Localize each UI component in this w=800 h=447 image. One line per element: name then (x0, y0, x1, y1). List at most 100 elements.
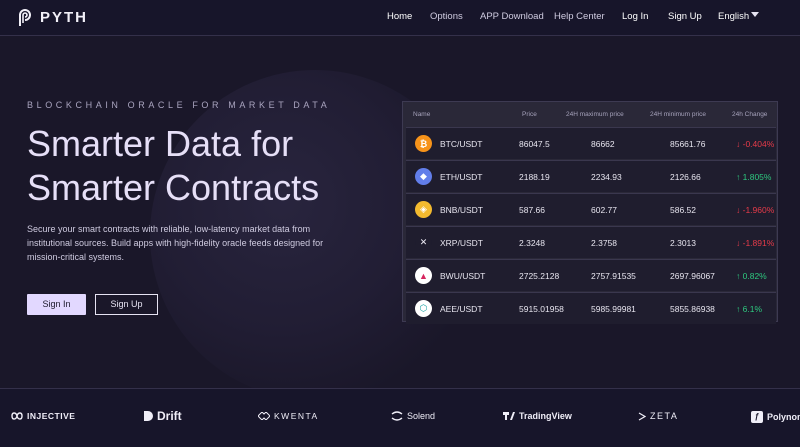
tradingview-icon (503, 412, 515, 420)
change-value: 1.805% (742, 172, 772, 182)
partner-name: ZETA (650, 411, 679, 421)
change-value: -1.960% (742, 205, 775, 215)
pair-name: AEE/USDT (440, 304, 483, 314)
hero-description: Secure your smart contracts with reliabl… (27, 224, 324, 262)
header-24h-min: 24H minimum price (650, 111, 706, 118)
arrow-up-icon: ↑ (736, 304, 743, 314)
partner-polynomial[interactable]: ƒ Polynom (751, 411, 800, 423)
partner-solend[interactable]: Solend (391, 411, 435, 421)
bnb-icon: ◈ (415, 201, 432, 218)
change-cell: ↑ 0.82% (736, 271, 767, 281)
price-cell: 587.66 (519, 205, 545, 215)
min-price-cell: 85661.76 (670, 139, 706, 149)
partner-name: Solend (407, 411, 436, 421)
pair-name: BNB/USDT (440, 205, 483, 215)
solend-icon (391, 411, 403, 421)
brand-logo[interactable]: PYTH (16, 7, 88, 27)
partner-tradingview[interactable]: TradingView (503, 411, 572, 421)
nav-log-in[interactable]: Log In (622, 11, 649, 22)
bwu-icon: ▲ (415, 267, 432, 284)
nav-options[interactable]: Options (430, 11, 463, 22)
sign-up-button[interactable]: Sign Up (95, 294, 158, 315)
change-value: 0.82% (742, 271, 767, 281)
pair-name: BWU/USDT (440, 271, 486, 281)
change-cell: ↓ -1.960% (736, 205, 774, 215)
kwenta-icon (258, 412, 270, 420)
max-price-cell: 86662 (591, 139, 615, 149)
zeta-icon (638, 411, 646, 421)
chevron-down-icon[interactable] (751, 12, 759, 17)
arrow-up-icon: ↑ (736, 172, 743, 182)
header-24h-change: 24h Change (732, 111, 768, 118)
pyth-logo-icon (19, 9, 31, 26)
header-24h-max: 24H maximum price (566, 111, 624, 118)
xrp-icon: ✕ (415, 234, 432, 251)
hero-eyebrow: BLOCKCHAIN ORACLE FOR MARKET DATA (27, 100, 331, 110)
sign-in-button[interactable]: Sign In (27, 294, 86, 315)
change-cell: ↑ 6.1% (736, 304, 762, 314)
nav-sign-up[interactable]: Sign Up (668, 11, 702, 22)
price-cell: 5915.01958 (519, 304, 564, 314)
headline-line-2: Smarter Contracts (27, 167, 320, 208)
change-cell: ↓ -0.404% (736, 139, 774, 149)
change-value: -1.891% (742, 238, 775, 248)
partner-name: Drift (157, 409, 182, 423)
table-row[interactable]: ✕ XRP/USDT 2.3248 2.3758 2.3013 ↓ -1.891% (406, 226, 776, 258)
max-price-cell: 2.3758 (591, 238, 617, 248)
market-table: Name Price 24H maximum price 24H minimum… (402, 101, 778, 324)
partner-injective[interactable]: INJECTIVE (11, 411, 75, 421)
partner-zeta[interactable]: ZETA (638, 411, 678, 421)
partner-drift[interactable]: Drift (143, 409, 182, 423)
price-cell: 2.3248 (519, 238, 545, 248)
top-navbar: PYTH Home Options APP Download Help Cent… (0, 0, 800, 36)
change-value: -0.404% (742, 139, 775, 149)
price-cell: 86047.5 (519, 139, 550, 149)
max-price-cell: 5985.99981 (591, 304, 636, 314)
nav-help-center[interactable]: Help Center (554, 11, 605, 22)
polynomial-icon: ƒ (751, 411, 763, 423)
pair-name: ETH/USDT (440, 172, 483, 182)
pair-name: BTC/USDT (440, 139, 483, 149)
arrow-down-icon: ↓ (736, 139, 743, 149)
max-price-cell: 2757.91535 (591, 271, 636, 281)
table-row[interactable]: ▲ BWU/USDT 2725.2128 2757.91535 2697.96067 ↑ … (406, 259, 776, 291)
arrow-down-icon: ↓ (736, 205, 743, 215)
drift-icon (144, 411, 153, 421)
language-selector[interactable]: English (718, 11, 750, 22)
change-cell: ↑ 1.805% (736, 172, 771, 182)
partner-kwenta[interactable]: KWENTA (258, 411, 319, 421)
price-cell: 2188.19 (519, 172, 550, 182)
partner-name: INJECTIVE (27, 411, 76, 421)
header-name: Name (413, 111, 431, 118)
table-row[interactable]: ⬡ AEE/USDT 5915.01958 5985.99981 5855.86938 ↑… (406, 292, 776, 324)
arrow-up-icon: ↑ (736, 271, 743, 281)
partner-name: KWENTA (274, 411, 319, 421)
min-price-cell: 5855.86938 (670, 304, 715, 314)
pair-name: XRP/USDT (440, 238, 483, 248)
nav-home[interactable]: Home (387, 11, 413, 22)
brand-name: PYTH (40, 8, 89, 26)
min-price-cell: 2126.66 (670, 172, 701, 182)
table-row[interactable]: ◆ ETH/USDT 2188.19 2234.93 2126.66 ↑ 1.805% (406, 160, 776, 192)
table-row[interactable]: ◈ BNB/USDT 587.66 602.77 586.52 ↓ -1.960% (406, 193, 776, 225)
aee-icon: ⬡ (415, 300, 432, 317)
hero-headline: Smarter Data for Smarter Contracts (27, 122, 407, 210)
table-row[interactable]: ₿ BTC/USDT 86047.5 86662 85661.76 ↓ -0.404% (406, 127, 776, 159)
min-price-cell: 2.3013 (670, 238, 696, 248)
btc-icon: ₿ (415, 135, 432, 152)
min-price-cell: 586.52 (670, 205, 696, 215)
eth-icon: ◆ (415, 168, 432, 185)
partner-name: TradingView (519, 411, 572, 421)
headline-line-1: Smarter Data for (27, 123, 294, 164)
injective-icon (11, 412, 23, 420)
max-price-cell: 602.77 (591, 205, 617, 215)
arrow-down-icon: ↓ (736, 238, 743, 248)
change-value: 6.1% (742, 304, 762, 314)
change-cell: ↓ -1.891% (736, 238, 774, 248)
min-price-cell: 2697.96067 (670, 271, 715, 281)
max-price-cell: 2234.93 (591, 172, 622, 182)
price-cell: 2725.2128 (519, 271, 560, 281)
partner-name: Polynom (767, 412, 800, 422)
nav-app-download[interactable]: APP Download (480, 11, 544, 22)
partners-strip: INJECTIVE Drift KWENTA Solend TradingVie… (0, 388, 800, 447)
